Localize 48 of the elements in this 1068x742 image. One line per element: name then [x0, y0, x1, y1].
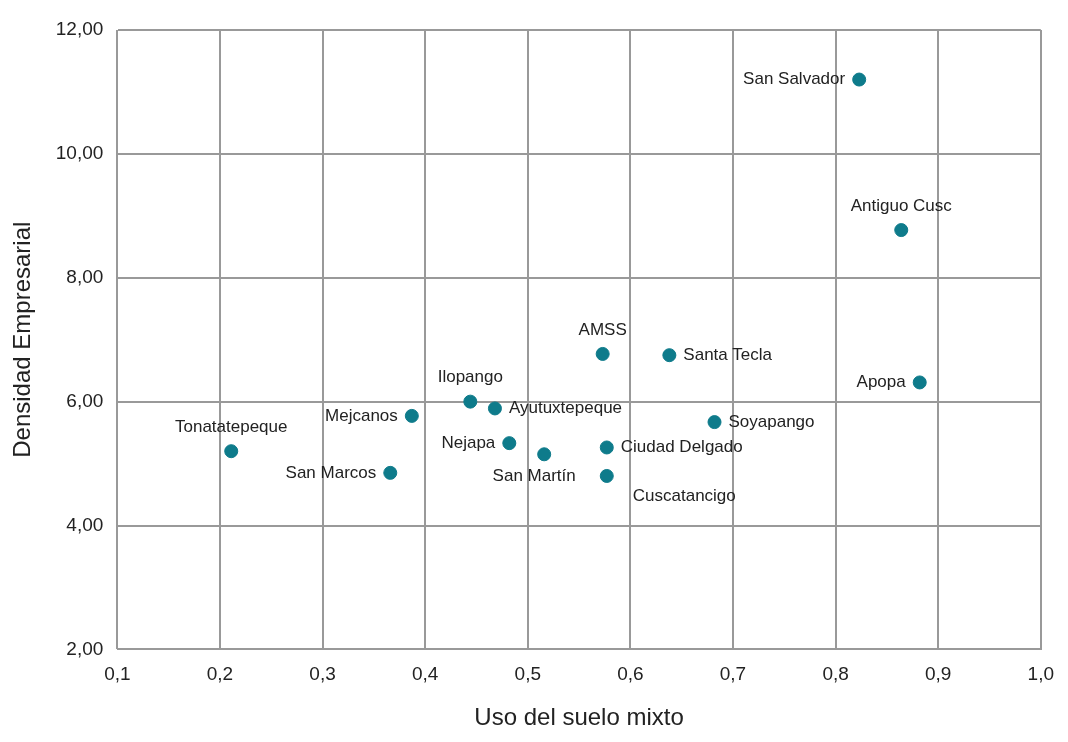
- point: [599, 440, 614, 455]
- point: [502, 436, 517, 451]
- annotation: Apopa: [856, 372, 907, 392]
- x-axis-title: Uso del suelo mixto: [474, 703, 684, 731]
- annotation: Ilopango: [437, 367, 503, 387]
- x-tick-label: 0,2: [206, 663, 234, 685]
- x-tick-label: 0,5: [514, 663, 541, 685]
- x-tick-label: 0,1: [104, 663, 131, 685]
- annotation: Nejapa: [441, 432, 496, 452]
- point: [463, 394, 478, 409]
- annotation: San Marcos: [285, 462, 377, 482]
- point: [662, 348, 677, 363]
- annotation: Soyapango: [728, 411, 815, 431]
- point: [487, 401, 502, 416]
- annotation: Santa Tecla: [683, 344, 773, 364]
- y-tick-label: 12,00: [55, 18, 104, 40]
- x-tick-label: 0,9: [924, 663, 952, 685]
- y-tick-label: 6,00: [66, 389, 104, 411]
- annotation: San Salvador: [743, 69, 846, 89]
- y-tick-label: 4,00: [66, 513, 104, 535]
- x-tick-label: 0,7: [719, 663, 747, 685]
- point: [894, 223, 909, 238]
- x-tick-label: 0,8: [822, 663, 849, 685]
- x-tick-label: 0,6: [617, 663, 644, 685]
- point: [537, 447, 552, 462]
- x-tick-label: 0,3: [309, 663, 336, 685]
- annotation: San Martín: [492, 465, 576, 485]
- point: [383, 465, 398, 480]
- point: [912, 375, 927, 390]
- point: [599, 468, 614, 483]
- annotation: Antiguo Cusc: [850, 195, 953, 215]
- point: [707, 415, 722, 430]
- y-tick-label: 10,00: [55, 142, 104, 164]
- y-axis-title: Densidad Empresarial: [8, 221, 36, 458]
- annotation: Ayutuxtepeque: [508, 398, 623, 418]
- annotation: Mejcanos: [325, 405, 398, 425]
- point: [224, 444, 239, 459]
- annotation: Ciudad Delgado: [620, 437, 743, 457]
- point: [595, 346, 610, 361]
- annotation: Cuscatancigo: [632, 485, 736, 505]
- point: [852, 72, 867, 87]
- annotation: Tonatatepeque: [174, 416, 288, 436]
- x-tick-label: 0,4: [411, 663, 439, 685]
- y-tick-label: 8,00: [66, 265, 104, 287]
- y-tick-label: 2,00: [66, 637, 104, 659]
- annotation: AMSS: [578, 319, 627, 339]
- x-tick-label: 1,0: [1027, 663, 1054, 685]
- point: [404, 408, 419, 423]
